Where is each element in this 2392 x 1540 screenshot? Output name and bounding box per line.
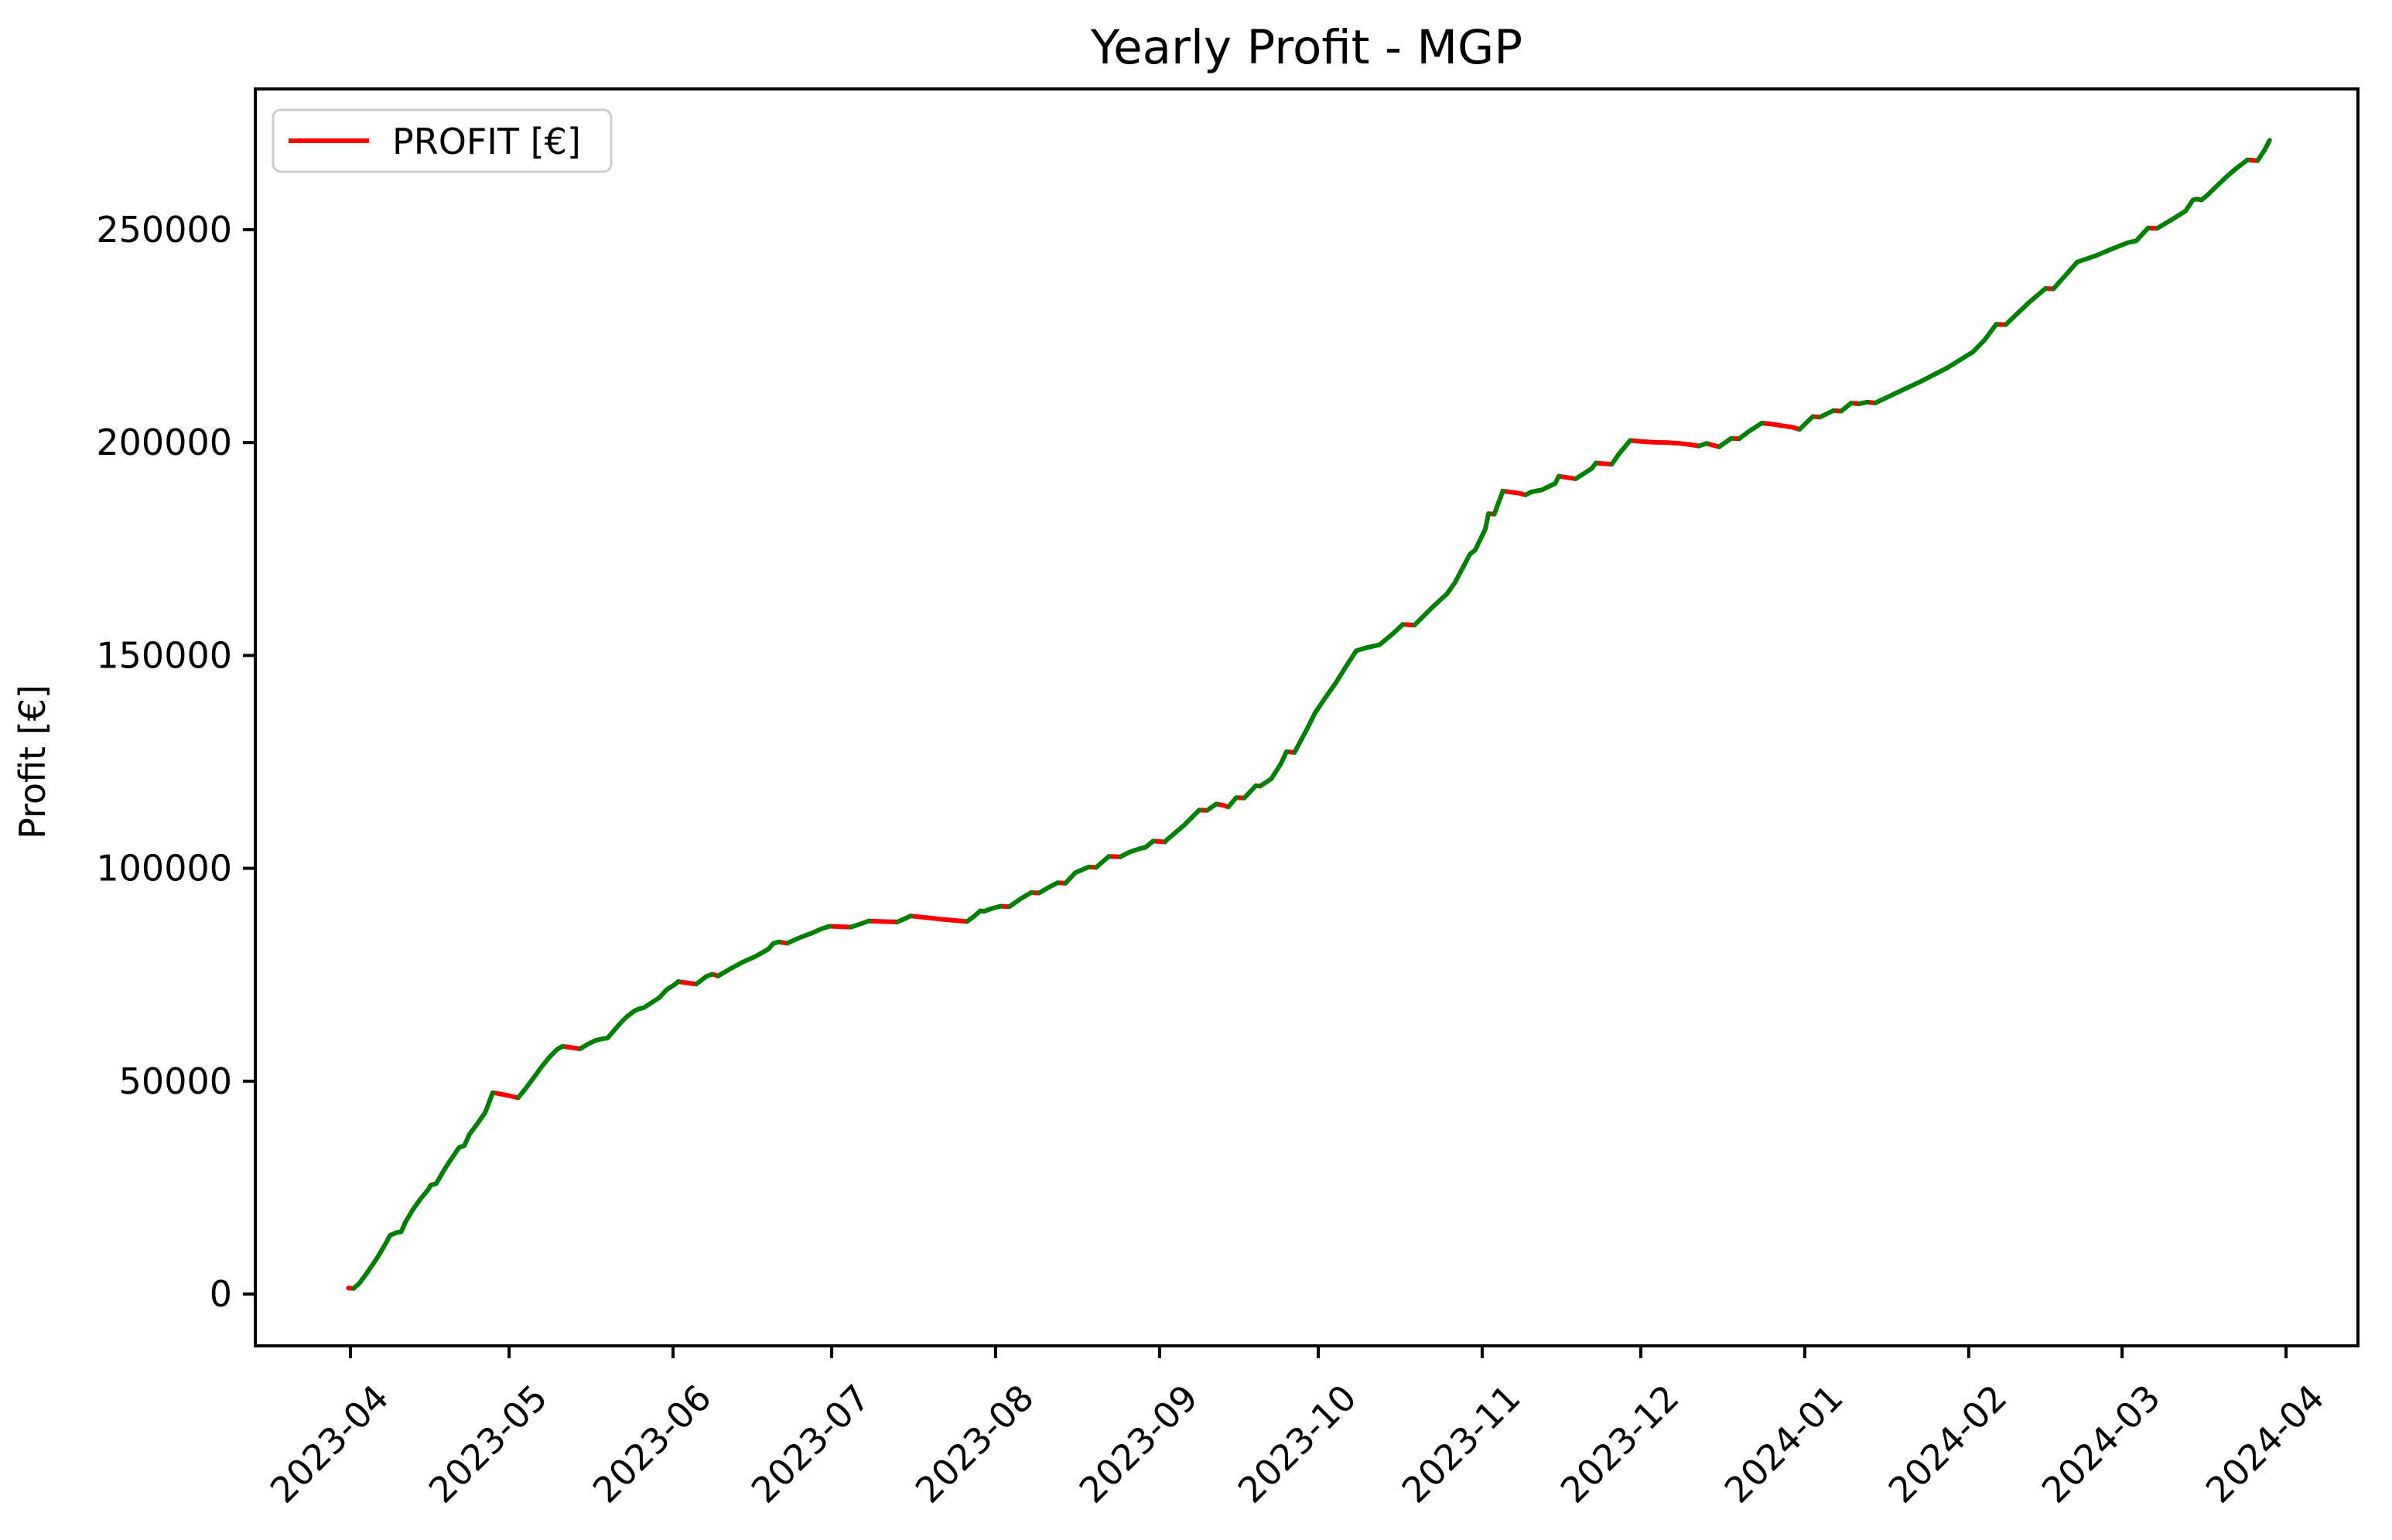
y-tick-label: 150000 bbox=[96, 634, 232, 676]
profit-line-increase-segment bbox=[1573, 460, 1598, 481]
legend-label: PROFIT [€] bbox=[392, 121, 581, 162]
profit-line-increase-segment bbox=[2199, 157, 2250, 203]
profit-line-increase-segment bbox=[784, 924, 832, 946]
profit-line-increase-segment bbox=[1839, 401, 1854, 414]
profit-line-increase-segment bbox=[1205, 801, 1219, 813]
legend-box bbox=[272, 108, 613, 173]
profit-line-increase-segment bbox=[577, 979, 681, 1051]
profit-line-increase-segment bbox=[848, 918, 871, 930]
profit-line-increase-segment bbox=[1292, 622, 1406, 755]
y-tick-label: 100000 bbox=[96, 848, 232, 890]
profit-line-increase-segment bbox=[1857, 399, 1870, 407]
y-tick-label: 200000 bbox=[96, 422, 232, 463]
profit-line-increase-segment bbox=[1093, 854, 1112, 870]
y-tick-label: 250000 bbox=[96, 209, 232, 251]
axes-spines bbox=[254, 87, 2360, 1347]
profit-line-decrease-segment bbox=[1557, 473, 1578, 481]
profit-line-increase-segment bbox=[1006, 890, 1034, 910]
profit-line-increase-segment bbox=[2003, 286, 2048, 327]
profit-line-decrease-segment bbox=[1628, 438, 1702, 449]
profit-line-increase-segment bbox=[1609, 438, 1633, 467]
profit-line-increase-segment bbox=[1412, 511, 1492, 628]
profit-line-decrease-segment bbox=[560, 1043, 583, 1051]
profit-line-increase-segment bbox=[1225, 795, 1239, 810]
profit-line-increase-segment bbox=[1717, 435, 1734, 449]
profit-line-increase-segment bbox=[515, 1043, 566, 1101]
legend: PROFIT [€] bbox=[272, 108, 613, 173]
profit-line-increase-segment bbox=[1162, 808, 1202, 845]
profit-line-increase-segment bbox=[1872, 322, 1999, 405]
profit-line-increase-segment bbox=[1523, 473, 1561, 497]
profit-line-increase-segment bbox=[1817, 408, 1836, 420]
profit-line-increase-segment bbox=[965, 908, 983, 924]
profit-line-increase-segment bbox=[351, 1090, 495, 1291]
profit-line-increase-segment bbox=[2155, 196, 2200, 231]
profit-line-increase-segment bbox=[694, 971, 714, 987]
profit-line-increase-segment bbox=[1797, 414, 1816, 432]
profit-line-increase-segment bbox=[2255, 138, 2272, 163]
profit-line-increase-segment bbox=[716, 939, 781, 978]
profit-line-increase-segment bbox=[982, 903, 1003, 914]
y-axis-label: Profit [€] bbox=[12, 685, 53, 839]
profit-line-decrease-segment bbox=[1593, 460, 1615, 467]
chart-title: Yearly Profit - MGP bbox=[1090, 20, 1522, 75]
y-tick-label: 0 bbox=[210, 1273, 232, 1315]
profit-line-increase-segment bbox=[1118, 838, 1156, 859]
profit-line-increase-segment bbox=[1257, 749, 1289, 789]
profit-line-increase-segment bbox=[1737, 420, 1765, 442]
series-layer bbox=[346, 138, 2272, 1291]
profit-line-increase-segment bbox=[1037, 880, 1060, 896]
profit-line-increase-segment bbox=[1492, 488, 1505, 517]
profit-line-increase-segment bbox=[1063, 864, 1092, 886]
profit-line-increase-segment bbox=[1697, 441, 1709, 449]
profit-line-increase-segment bbox=[894, 913, 913, 924]
profit-line-increase-segment bbox=[1242, 783, 1259, 801]
profit-line-decrease-segment bbox=[1759, 420, 1803, 432]
y-tick-label: 50000 bbox=[119, 1060, 232, 1102]
profit-line-decrease-segment bbox=[866, 918, 900, 924]
profit-line-decrease-segment bbox=[907, 913, 970, 924]
profit-line-increase-segment bbox=[2051, 225, 2151, 292]
profit-line-decrease-segment bbox=[675, 979, 699, 987]
